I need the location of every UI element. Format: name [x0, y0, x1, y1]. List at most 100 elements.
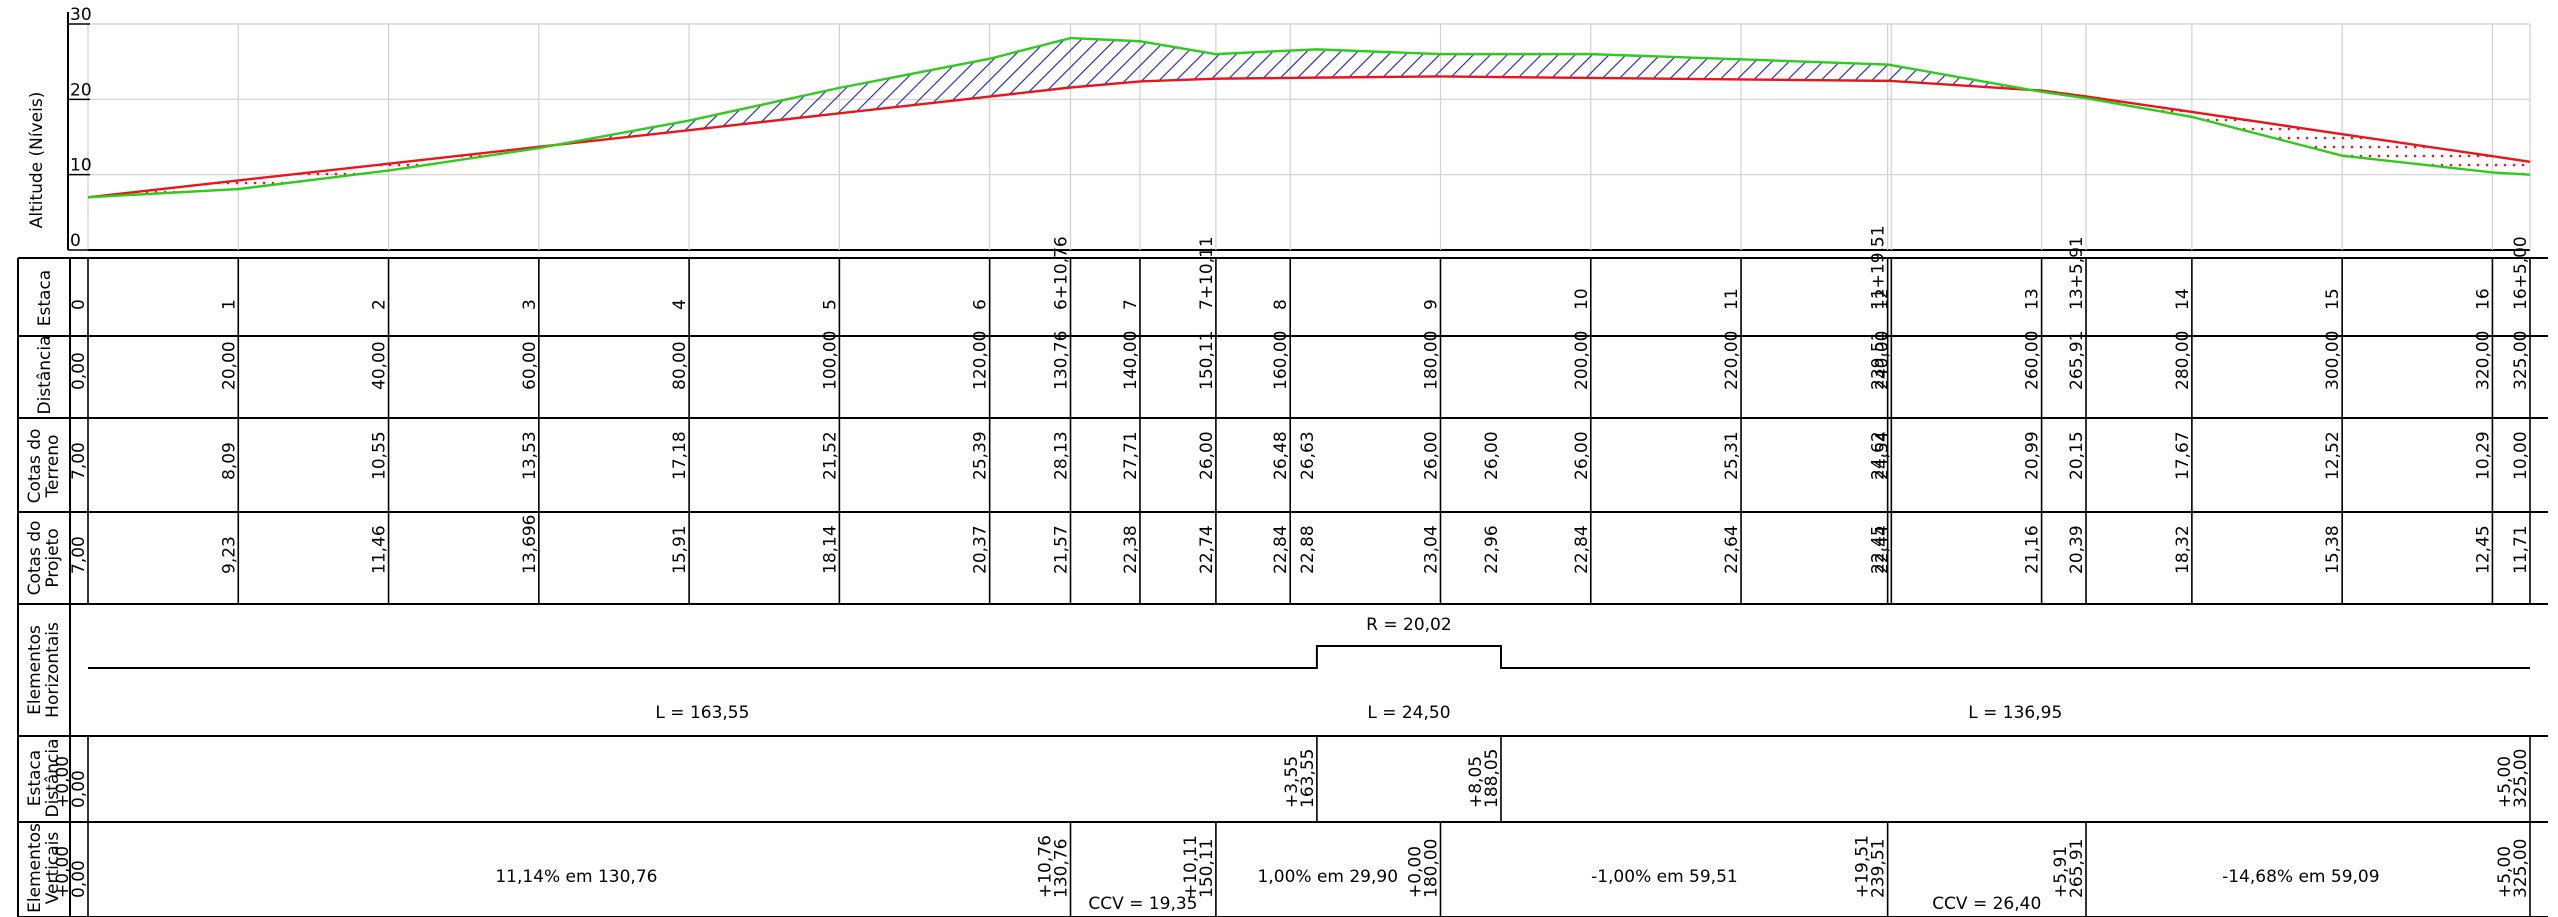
- cotas-projeto-value: 22,88: [1298, 525, 1318, 574]
- station-offset: +19,51: [1853, 835, 1873, 898]
- cotas-projeto-value: 22,44: [1872, 525, 1892, 574]
- row-label-elementos-horizontais-2: Horizontais: [43, 622, 63, 718]
- cotas-projeto-value: 20,37: [971, 525, 991, 574]
- distancia-value: 40,00: [370, 341, 390, 390]
- estaca-value: 0: [69, 299, 89, 310]
- cotas-terreno-value: 7,00: [69, 442, 89, 480]
- row-label-cotas-projeto-2: Projeto: [43, 528, 63, 587]
- row-label-distancia: Distância: [35, 335, 55, 414]
- project-line: [87, 75, 2531, 199]
- y-tick-label: 10: [70, 156, 92, 176]
- tangent-length-label: L = 136,95: [1968, 703, 2062, 723]
- estaca-value: 5: [820, 299, 840, 310]
- distancia-value: 240,00: [1872, 331, 1892, 390]
- estaca-value: 6+10,76: [1052, 236, 1072, 310]
- estaca-value: 6: [971, 299, 991, 310]
- cotas-terreno-value: 26,00: [1572, 431, 1592, 480]
- y-tick-label: 30: [70, 5, 92, 25]
- station-distance: 265,91: [2067, 839, 2087, 898]
- cotas-projeto-value: 22,45: [1869, 525, 1889, 574]
- estaca-value: 4: [670, 299, 690, 310]
- station-offset: +0,00: [1405, 846, 1425, 898]
- cotas-terreno-value: 17,18: [670, 431, 690, 480]
- estaca-value: 11: [1722, 288, 1742, 310]
- distancia-value: 300,00: [2323, 331, 2343, 390]
- cotas-projeto-value: 20,39: [2067, 525, 2087, 574]
- cotas-terreno-value: 24,62: [1869, 431, 1889, 480]
- distancia-value: 20,00: [219, 341, 239, 390]
- station-offset: +5,00: [2495, 846, 2515, 898]
- row-label-elementos-horizontais-1: Elementos: [25, 625, 45, 715]
- row-label-cotas-terreno-2: Terreno: [43, 435, 63, 499]
- cotas-projeto-value: 13,696: [520, 515, 540, 574]
- profile-lines: [87, 36, 2531, 199]
- estaca-value: 7+10,11: [1197, 236, 1217, 310]
- cotas-terreno-value: 25,39: [971, 431, 991, 480]
- cotas-projeto-value: 22,84: [1572, 525, 1592, 574]
- cotas-terreno-value: 26,63: [1298, 431, 1318, 480]
- estaca-value: 1: [219, 299, 239, 310]
- grade-label: -1,00% em 59,51: [1591, 867, 1738, 887]
- distancia-value: 160,00: [1271, 331, 1291, 390]
- station-distance: 180,00: [1421, 839, 1441, 898]
- distancia-value: 280,00: [2173, 331, 2193, 390]
- grade-label: 11,14% em 130,76: [495, 867, 657, 887]
- estaca-value: 10: [1572, 288, 1592, 310]
- distancia-value: 0,00: [69, 352, 89, 390]
- estaca-value: 2: [370, 299, 390, 310]
- cotas-projeto-value: 22,96: [1482, 525, 1502, 574]
- cotas-terreno-value: 20,99: [2023, 431, 2043, 480]
- y-tick-label: 0: [70, 231, 81, 251]
- row-cotas-terreno: 7,00 8,09 10,55 13,53 17,18 21,52 25,39 28,13 27…: [69, 431, 2531, 480]
- station-distance: 0,00: [69, 860, 89, 898]
- estaca-value: 16+5,00: [2511, 236, 2531, 310]
- y-axis: 0 10 20 30: [67, 5, 92, 251]
- cotas-terreno-value: 13,53: [520, 431, 540, 480]
- fill-area: [2030, 89, 2530, 175]
- cotas-projeto-value: 11,71: [2511, 525, 2531, 574]
- cotas-projeto-value: 23,04: [1421, 525, 1441, 574]
- terrain-line: [87, 36, 2531, 199]
- estaca-value: 13+5,91: [2067, 236, 2087, 310]
- cotas-projeto-value: 18,14: [820, 525, 840, 574]
- profile-table-frame: [17, 257, 2548, 917]
- cotas-projeto-value: 22,64: [1722, 525, 1742, 574]
- cotas-projeto-value: 22,74: [1197, 525, 1217, 574]
- station-offset: +10,11: [1181, 835, 1201, 898]
- cotas-terreno-value: 26,00: [1482, 431, 1502, 480]
- station-offset: +3,55: [1282, 756, 1302, 808]
- estaca-value: 3: [520, 299, 540, 310]
- estaca-value: 11+19,51: [1869, 225, 1889, 310]
- cotas-terreno-value: 10,55: [370, 431, 390, 480]
- station-offset: +5,91: [2051, 846, 2071, 898]
- distancia-value: 265,91: [2067, 331, 2087, 390]
- station-distance: 325,00: [2511, 749, 2531, 808]
- estaca-value: 7: [1121, 299, 1141, 310]
- y-axis-label: Altitude (Níveis): [27, 92, 47, 229]
- station-offset: +5,00: [2495, 756, 2515, 808]
- curve-radius-label: R = 20,02: [1366, 615, 1452, 635]
- row-labels: Estaca Distância Cotas do Terreno Cotas …: [25, 270, 63, 913]
- cotas-projeto-value: 18,32: [2173, 525, 2193, 574]
- cotas-terreno-value: 20,15: [2067, 431, 2087, 480]
- distancia-value: 220,00: [1722, 331, 1742, 390]
- row-label-estaca: Estaca: [35, 270, 55, 326]
- estaca-value: 12: [1872, 288, 1892, 310]
- cotas-terreno-value: 8,09: [219, 442, 239, 480]
- distancia-value: 200,00: [1572, 331, 1592, 390]
- distancia-value: 120,00: [971, 331, 991, 390]
- y-tick-label: 20: [70, 80, 92, 100]
- distancia-value: 239,51: [1869, 331, 1889, 390]
- station-distance: 163,55: [1298, 749, 1318, 808]
- cut-fill-areas: [88, 38, 2530, 198]
- cotas-terreno-value: 28,13: [1052, 431, 1072, 480]
- station-offset: +10,76: [1036, 835, 1056, 898]
- station-distance: 130,76: [1052, 839, 1072, 898]
- row-label-cotas-terreno-1: Cotas do: [25, 429, 45, 504]
- cotas-projeto-value: 21,16: [2023, 525, 2043, 574]
- horizontal-alignment-line: [88, 645, 2530, 669]
- cotas-projeto-value: 15,38: [2323, 525, 2343, 574]
- distancia-value: 325,00: [2511, 331, 2531, 390]
